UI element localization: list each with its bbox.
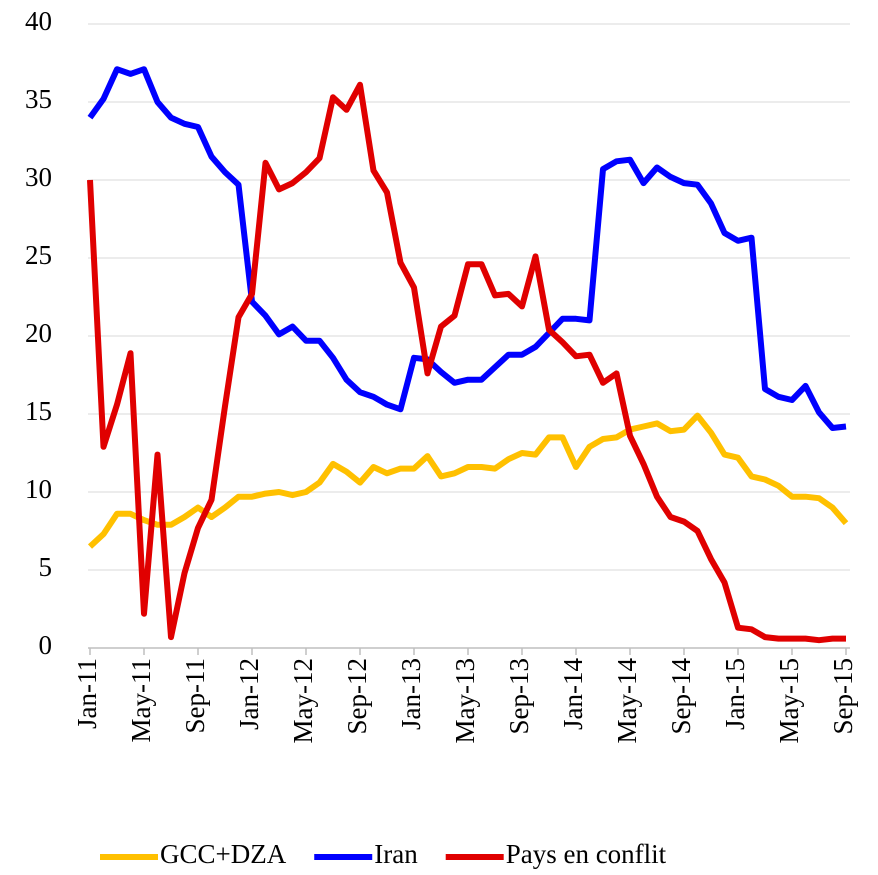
x-tick-label: May-15: [774, 658, 804, 743]
x-tick-label: May-13: [450, 658, 480, 743]
y-tick-label: 5: [39, 552, 53, 582]
y-tick-label: 35: [25, 84, 52, 114]
x-tick-label: Jan-14: [558, 658, 588, 730]
y-tick-label: 0: [39, 630, 53, 660]
legend-label: GCC+DZA: [160, 839, 287, 869]
x-tick-label: Sep-12: [342, 658, 372, 735]
legend-label: Pays en conflit: [506, 839, 667, 869]
x-tick-label: Sep-14: [666, 658, 696, 735]
x-tick-label: Sep-15: [828, 658, 858, 735]
y-tick-label: 30: [25, 162, 52, 192]
x-tick-label: Jan-11: [72, 658, 102, 729]
x-tick-label: Jan-12: [234, 658, 264, 730]
y-tick-label: 15: [25, 396, 52, 426]
series-line: [87, 412, 849, 549]
x-tick-label: May-11: [126, 658, 156, 742]
y-tick-label: 20: [25, 318, 52, 348]
x-tick-label: Jan-15: [720, 658, 750, 730]
x-tick-label: May-12: [288, 658, 318, 743]
x-tick-label: Jan-13: [396, 658, 426, 730]
series-line: [87, 81, 846, 644]
x-tick-label: May-14: [612, 658, 642, 744]
x-tick-label: Sep-11: [180, 658, 210, 734]
legend-label: Iran: [374, 839, 418, 869]
y-tick-label: 25: [25, 240, 52, 270]
x-tick-label: Sep-13: [504, 658, 534, 735]
y-tick-label: 40: [25, 6, 52, 36]
y-tick-label: 10: [25, 474, 52, 504]
series-line: [87, 66, 847, 431]
